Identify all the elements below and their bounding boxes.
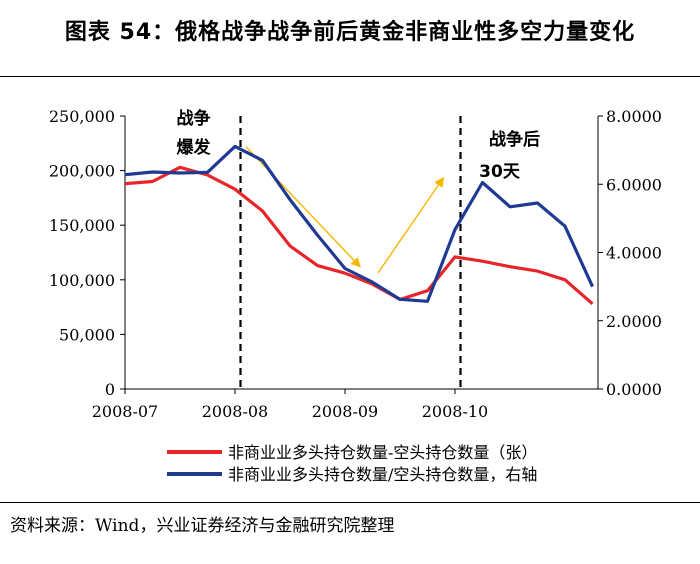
trend-arrow (377, 176, 445, 274)
y-right-tick-label: 4.0000 (606, 244, 662, 263)
figure-title: 图表 54：俄格战争战争前后黄金非商业性多空力量变化 (64, 20, 636, 45)
y-left-tick-label: 200,000 (49, 162, 115, 181)
bottom-rule (0, 502, 700, 503)
y-left-tick-label: 250,000 (49, 107, 115, 126)
x-tick-label: 2008-07 (92, 402, 158, 421)
x-tick-label: 2008-08 (202, 402, 268, 421)
y-left-tick-label: 100,000 (49, 271, 115, 290)
legend-label: 非商业业多头持仓数量-空头持仓数量（张） (228, 443, 537, 462)
y-left-tick-label: 50,000 (59, 325, 115, 344)
x-tick-label: 2008-10 (422, 402, 488, 421)
y-right-tick-label: 6.0000 (606, 175, 662, 194)
y-right-tick-label: 0.0000 (606, 380, 662, 399)
chart: 0 50,000 100,000 150,000 200,000 250,000 0.000… (49, 107, 662, 484)
event-label-after30-line1: 战争后 (489, 129, 540, 150)
y-right-tick-label: 8.0000 (606, 107, 662, 126)
x-tick-label: 2008-09 (312, 402, 378, 421)
source-note: 资料来源：Wind，兴业证券经济与金融研究院整理 (10, 516, 395, 536)
y-left-tick-label: 150,000 (49, 216, 115, 235)
y-left-tick-label: 0 (105, 380, 115, 399)
legend-label: 非商业业多头持仓数量/空头持仓数量，右轴 (228, 465, 537, 484)
event-label-outbreak-line2: 爆发 (177, 137, 212, 158)
top-rule (0, 76, 700, 77)
trend-arrow (245, 146, 361, 268)
event-label-outbreak-line1: 战争 (177, 108, 211, 129)
y-right-tick-label: 2.0000 (606, 312, 662, 331)
series-line-long-short-ratio (124, 144, 594, 303)
series-line-net-position (124, 165, 594, 306)
event-label-after30-line2: 30天 (479, 162, 521, 182)
